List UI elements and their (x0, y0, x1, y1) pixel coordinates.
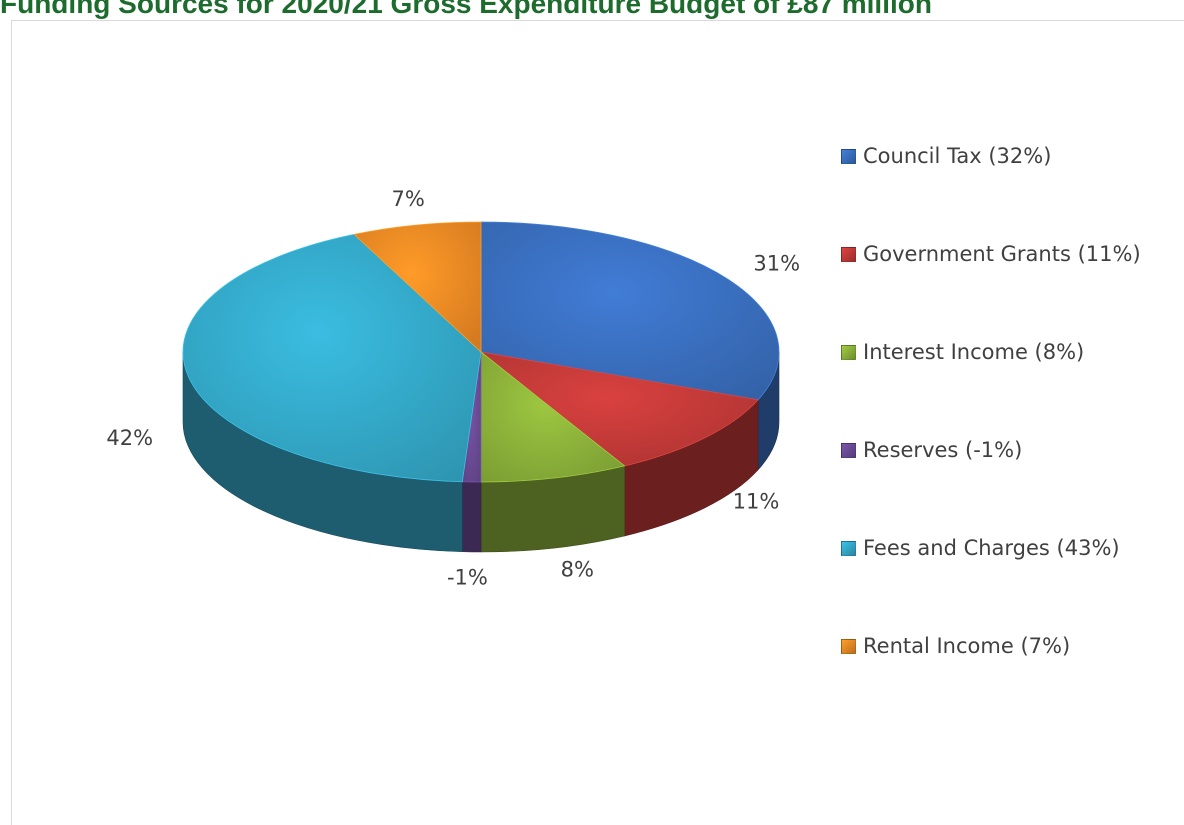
pie-slice-rental-income (353, 221, 482, 353)
legend-label: Government Grants (11%) (863, 242, 1141, 266)
legend-label: Rental Income (7%) (863, 634, 1071, 658)
legend-swatch (841, 541, 856, 556)
legend-label: Interest Income (8%) (863, 340, 1085, 364)
data-label-government-grants: 11% (733, 490, 780, 514)
pie-side-reserves (461, 481, 482, 553)
legend-item-interest-income: Interest Income (8%) (841, 336, 1084, 368)
pie-slice-interest-income (480, 351, 626, 483)
legend-item-government-grants: Government Grants (11%) (841, 238, 1141, 270)
chart-area (11, 20, 1184, 825)
legend-swatch (841, 247, 856, 262)
legend-label: Fees and Charges (43%) (863, 536, 1120, 560)
pie-slice-government-grants (480, 351, 759, 467)
pie-top (182, 221, 780, 483)
legend-swatch (841, 149, 856, 164)
legend-label: Council Tax (32%) (863, 144, 1052, 168)
legend-item-reserves: Reserves (-1%) (841, 434, 1022, 466)
pie-slice-council-tax (480, 221, 780, 401)
chart-title: Funding Sources for 2020/21 Gross Expend… (0, 0, 932, 19)
legend-swatch (841, 639, 856, 654)
data-labels: 31% 11% 8% -1% 42% 7% (106, 187, 800, 590)
legend-swatch (841, 345, 856, 360)
data-label-fees-and-charges: 42% (106, 426, 153, 450)
legend-swatch (841, 443, 856, 458)
pie-slice-fees-and-charges (182, 233, 482, 483)
data-label-interest-income: 8% (561, 558, 594, 582)
legend-label: Reserves (-1%) (863, 438, 1023, 462)
data-label-reserves: -1% (447, 565, 488, 589)
data-label-rental-income: 7% (392, 187, 425, 211)
legend-item-council-tax: Council Tax (32%) (841, 140, 1051, 172)
legend-item-rental-income: Rental Income (7%) (841, 630, 1070, 662)
pie-sides (182, 351, 780, 553)
data-label-council-tax: 31% (753, 251, 800, 275)
legend-item-fees-and-charges: Fees and Charges (43%) (841, 532, 1120, 564)
